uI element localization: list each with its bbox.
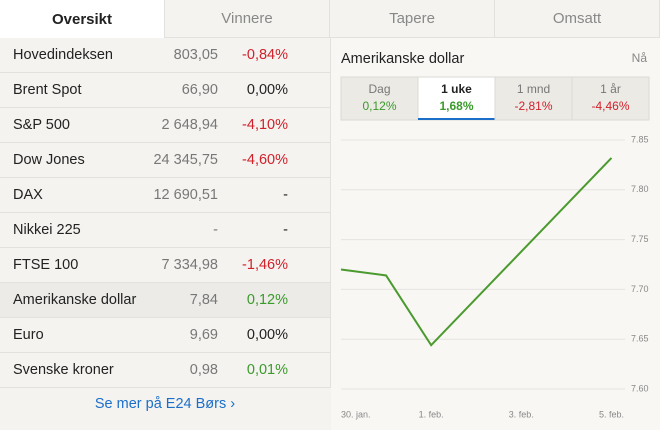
price: 9,69 <box>189 327 218 343</box>
instrument-name: Amerikanske dollar <box>13 292 137 308</box>
table-row[interactable]: Nikkei 225 - - <box>0 213 330 248</box>
price: 7 334,98 <box>161 257 218 273</box>
instrument-name: Euro <box>13 327 44 343</box>
change: -0,84% <box>242 47 288 63</box>
instrument-name: Nikkei 225 <box>13 222 81 238</box>
period-change: 0,12% <box>362 99 396 113</box>
y-tick-label: 7.80 <box>631 184 649 194</box>
table-row[interactable]: Dow Jones 24 345,75 -4,60% <box>0 143 330 178</box>
instrument-name: S&P 500 <box>13 117 70 133</box>
price: 0,98 <box>189 362 218 378</box>
change: 0,12% <box>246 292 288 308</box>
price: 24 345,75 <box>153 152 218 168</box>
period-tab[interactable] <box>494 76 573 121</box>
period-label: 1 år <box>600 82 621 96</box>
price: 2 648,94 <box>161 117 218 133</box>
tab[interactable]: Omsatt <box>495 0 660 38</box>
change: -4,60% <box>242 152 288 168</box>
table-row[interactable]: FTSE 100 7 334,98 -1,46% <box>0 248 330 283</box>
table-row[interactable]: Euro 9,69 0,00% <box>0 318 330 353</box>
y-tick-label: 7.75 <box>631 234 649 244</box>
instrument-name: FTSE 100 <box>13 257 79 273</box>
tab[interactable]: Tapere <box>330 0 495 38</box>
y-tick-label: 7.65 <box>631 334 649 344</box>
tab[interactable]: Vinnere <box>165 0 330 38</box>
instrument-name: Hovedindeksen <box>13 47 113 63</box>
panel-title: Amerikanske dollar <box>341 51 464 67</box>
instrument-name: DAX <box>13 187 43 203</box>
change: - <box>283 187 288 203</box>
table-row[interactable]: Hovedindeksen 803,05 -0,84% <box>0 38 330 73</box>
period-label: 1 mnd <box>517 82 550 96</box>
y-tick-label: 7.85 <box>631 134 649 144</box>
x-tick-label: 1. feb. <box>419 409 444 419</box>
price-line <box>340 157 613 347</box>
instrument-name: Dow Jones <box>13 152 85 168</box>
price: 12 690,51 <box>153 187 218 203</box>
active-underline <box>418 118 495 120</box>
table-row[interactable]: DAX 12 690,51 - <box>0 178 330 213</box>
period-label: Dag <box>368 82 390 96</box>
x-tick-label: 3. feb. <box>509 409 534 419</box>
table-row[interactable]: Svenske kroner 0,98 0,01% <box>0 353 330 388</box>
table-row[interactable]: S&P 500 2 648,94 -4,10% <box>0 108 330 143</box>
change: -4,10% <box>242 117 288 133</box>
period-tab[interactable] <box>340 76 419 121</box>
x-tick-label: 5. feb. <box>599 409 624 419</box>
x-tick-label: 30. jan. <box>341 409 371 419</box>
price: 66,90 <box>181 82 218 98</box>
change: - <box>283 222 288 238</box>
period-change: 1,68% <box>439 99 473 113</box>
quote-table: Hovedindeksen 803,05 -0,84% Brent Spot 66,90… <box>0 38 331 388</box>
y-tick-label: 7.60 <box>631 383 649 393</box>
period-label: 1 uke <box>441 82 472 96</box>
table-row[interactable]: Amerikanske dollar 7,84 0,12% <box>0 283 330 318</box>
more-link[interactable]: Se mer på E24 Børs › <box>94 396 236 412</box>
tab-bar: Oversikt Vinnere Tapere Omsatt <box>0 0 660 38</box>
price: 7,84 <box>189 292 218 308</box>
change: 0,00% <box>246 82 288 98</box>
instrument-name: Svenske kroner <box>13 362 114 378</box>
table-row[interactable]: Brent Spot 66,90 0,00% <box>0 73 330 108</box>
period-tab[interactable] <box>571 76 650 121</box>
y-tick-label: 7.70 <box>631 284 649 294</box>
period-tab[interactable] <box>417 76 496 121</box>
period-change: -4,46% <box>591 99 629 113</box>
change: 0,00% <box>246 327 288 343</box>
now-label: Nå <box>632 51 648 65</box>
tab[interactable]: Oversikt <box>0 0 165 38</box>
change: -1,46% <box>242 257 288 273</box>
instrument-name: Brent Spot <box>13 82 82 98</box>
period-change: -2,81% <box>514 99 552 113</box>
price: - <box>213 222 218 238</box>
change: 0,01% <box>246 362 288 378</box>
price: 803,05 <box>173 47 218 63</box>
